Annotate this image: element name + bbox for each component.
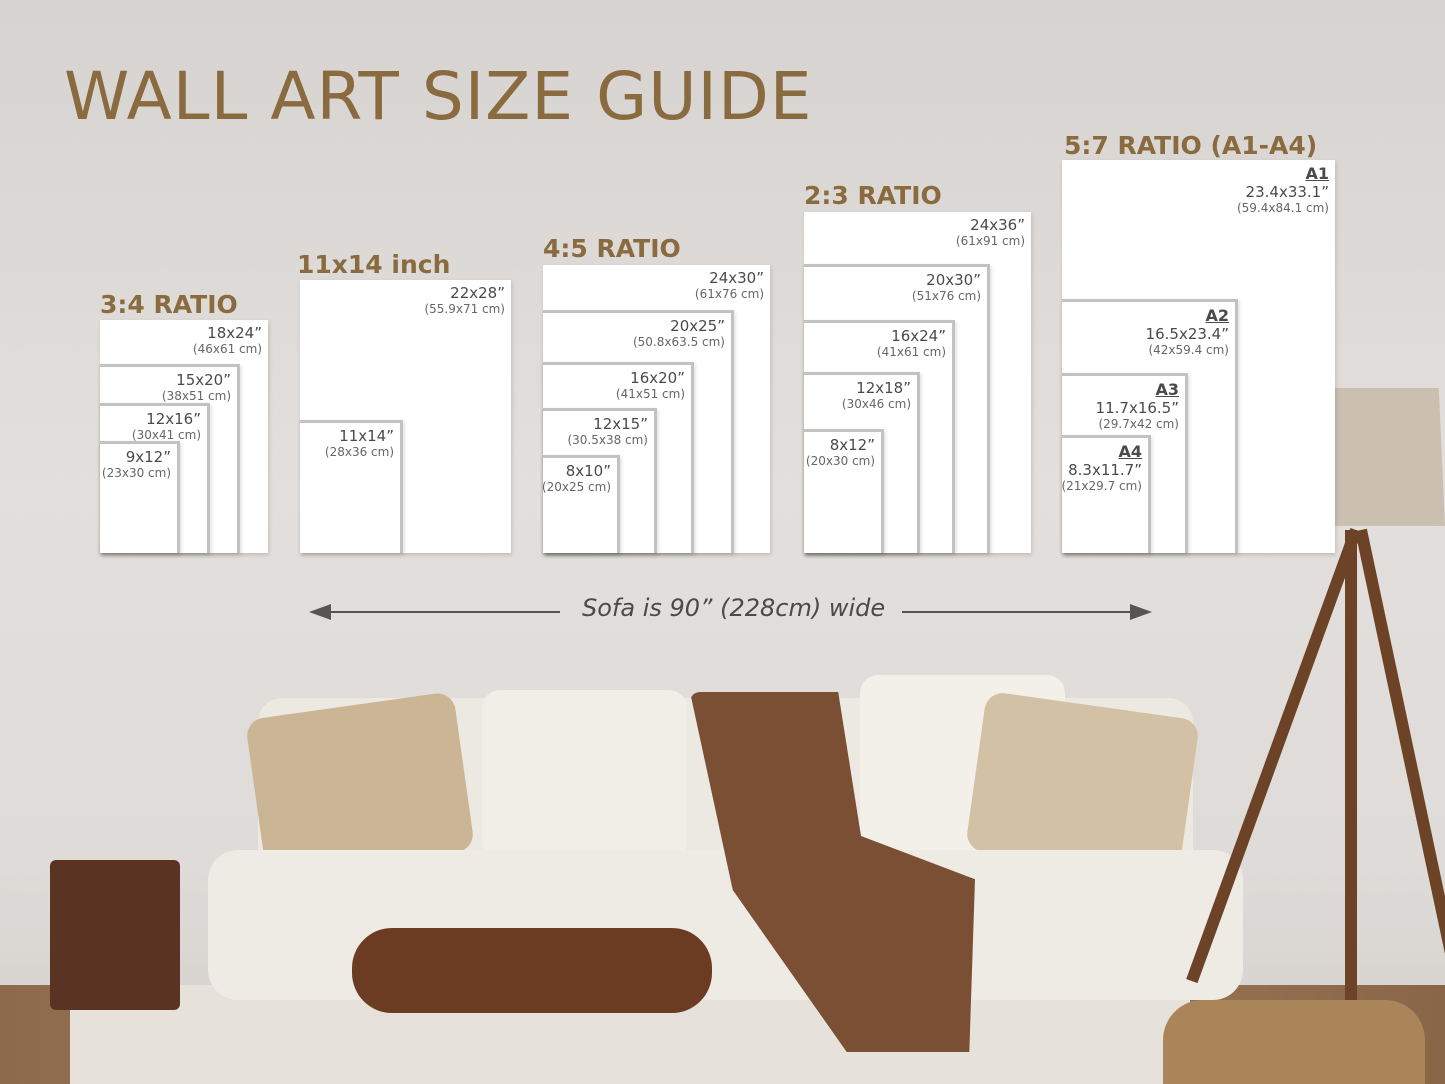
size-label: 15x20” (38x51 cm)	[162, 371, 231, 403]
size-inches: 16.5x23.4”	[1145, 325, 1229, 343]
arrow-right-icon	[1130, 604, 1152, 620]
size-inches: 8x12”	[829, 436, 875, 454]
size-label: A1 23.4x33.1” (59.4x84.1 cm)	[1237, 164, 1329, 215]
size-cm: (59.4x84.1 cm)	[1236, 201, 1329, 215]
size-cm: (41x61 cm)	[876, 345, 946, 359]
size-cm: (61x76 cm)	[694, 287, 764, 301]
size-label: 16x20” (41x51 cm)	[616, 369, 685, 401]
sofa-width-note: Sofa is 90” (228cm) wide	[582, 594, 886, 622]
size-label: 18x24” (46x61 cm)	[193, 324, 262, 356]
pillow	[482, 690, 687, 860]
size-cm: (61x91 cm)	[955, 234, 1025, 248]
size-label: 22x28” (55.9x71 cm)	[424, 284, 505, 316]
size-label: A4 8.3x11.7” (21x29.7 cm)	[1061, 442, 1142, 493]
paper-size-name: A4	[1118, 442, 1142, 461]
size-cm: (30x41 cm)	[131, 428, 201, 442]
size-label: 24x36” (61x91 cm)	[956, 216, 1025, 248]
size-inches: 16x20”	[630, 369, 685, 387]
size-label: 12x15” (30.5x38 cm)	[567, 415, 648, 447]
lamp-leg	[1345, 530, 1357, 1000]
group-heading: 5:7 RATIO (A1-A4)	[1064, 131, 1318, 160]
size-cm: (20x25 cm)	[541, 480, 611, 494]
size-inches: 24x36”	[970, 216, 1025, 234]
magazine-rack	[50, 860, 180, 1010]
size-inches: 8.3x11.7”	[1068, 461, 1142, 479]
size-frame: 9x12” (23x30 cm)	[100, 441, 180, 553]
size-cm: (51x76 cm)	[911, 289, 981, 303]
size-frame: A4 8.3x11.7” (21x29.7 cm)	[1061, 435, 1151, 553]
size-inches: 12x15”	[593, 415, 648, 433]
size-label: 24x30” (61x76 cm)	[695, 269, 764, 301]
size-cm: (23x30 cm)	[101, 466, 171, 480]
group-heading: 3:4 RATIO	[100, 290, 238, 319]
size-inches: 8x10”	[565, 462, 611, 480]
size-cm: (20x30 cm)	[805, 454, 875, 468]
size-label: 9x12” (23x30 cm)	[102, 448, 171, 480]
page-title: WALL ART SIZE GUIDE	[64, 58, 813, 135]
size-inches: 20x25”	[670, 317, 725, 335]
size-label: 8x12” (20x30 cm)	[806, 436, 875, 468]
size-cm: (28x36 cm)	[324, 445, 394, 459]
wicker-pouf	[1163, 1000, 1425, 1084]
paper-size-name: A2	[1205, 306, 1229, 325]
size-frame: 11x14” (28x36 cm)	[300, 420, 403, 553]
size-cm: (30x46 cm)	[841, 397, 911, 411]
size-inches: 15x20”	[176, 371, 231, 389]
lamp-leg	[1186, 527, 1362, 984]
size-inches: 18x24”	[207, 324, 262, 342]
size-inches: 9x12”	[125, 448, 171, 466]
group-heading: 4:5 RATIO	[543, 234, 681, 263]
paper-size-name: A1	[1305, 164, 1329, 183]
size-label: 20x30” (51x76 cm)	[912, 271, 981, 303]
size-inches: 22x28”	[450, 284, 505, 302]
size-inches: 11x14”	[339, 427, 394, 445]
arrow-right-line	[902, 611, 1138, 613]
size-frame: 8x12” (20x30 cm)	[804, 429, 884, 553]
size-label: A2 16.5x23.4” (42x59.4 cm)	[1146, 306, 1229, 357]
size-inches: 16x24”	[891, 327, 946, 345]
size-cm: (41x51 cm)	[615, 387, 685, 401]
size-cm: (30.5x38 cm)	[567, 433, 648, 447]
size-cm: (38x51 cm)	[161, 389, 231, 403]
wood-coffee-table	[352, 928, 712, 1013]
size-inches: 23.4x33.1”	[1245, 183, 1329, 201]
size-cm: (50.8x63.5 cm)	[632, 335, 725, 349]
size-label: 12x18” (30x46 cm)	[842, 379, 911, 411]
size-cm: (55.9x71 cm)	[424, 302, 505, 316]
size-cm: (46x61 cm)	[192, 342, 262, 356]
size-label: 8x10” (20x25 cm)	[542, 462, 611, 494]
arrow-left-line	[318, 611, 560, 613]
size-label: 12x16” (30x41 cm)	[132, 410, 201, 442]
size-cm: (29.7x42 cm)	[1098, 417, 1179, 431]
size-label: 16x24” (41x61 cm)	[877, 327, 946, 359]
size-cm: (42x59.4 cm)	[1148, 343, 1229, 357]
paper-size-name: A3	[1155, 380, 1179, 399]
group-heading: 11x14 inch	[297, 250, 451, 279]
size-inches: 12x18”	[856, 379, 911, 397]
size-cm: (21x29.7 cm)	[1061, 479, 1142, 493]
arrow-left-icon	[309, 604, 331, 620]
size-inches: 12x16”	[146, 410, 201, 428]
size-inches: 24x30”	[709, 269, 764, 287]
size-inches: 20x30”	[926, 271, 981, 289]
lamp-leg	[1355, 528, 1445, 1001]
group-heading: 2:3 RATIO	[804, 181, 942, 210]
size-label: 11x14” (28x36 cm)	[325, 427, 394, 459]
size-inches: 11.7x16.5”	[1095, 399, 1179, 417]
size-label: 20x25” (50.8x63.5 cm)	[633, 317, 725, 349]
size-frame: 8x10” (20x25 cm)	[542, 455, 620, 553]
size-label: A3 11.7x16.5” (29.7x42 cm)	[1096, 380, 1179, 431]
